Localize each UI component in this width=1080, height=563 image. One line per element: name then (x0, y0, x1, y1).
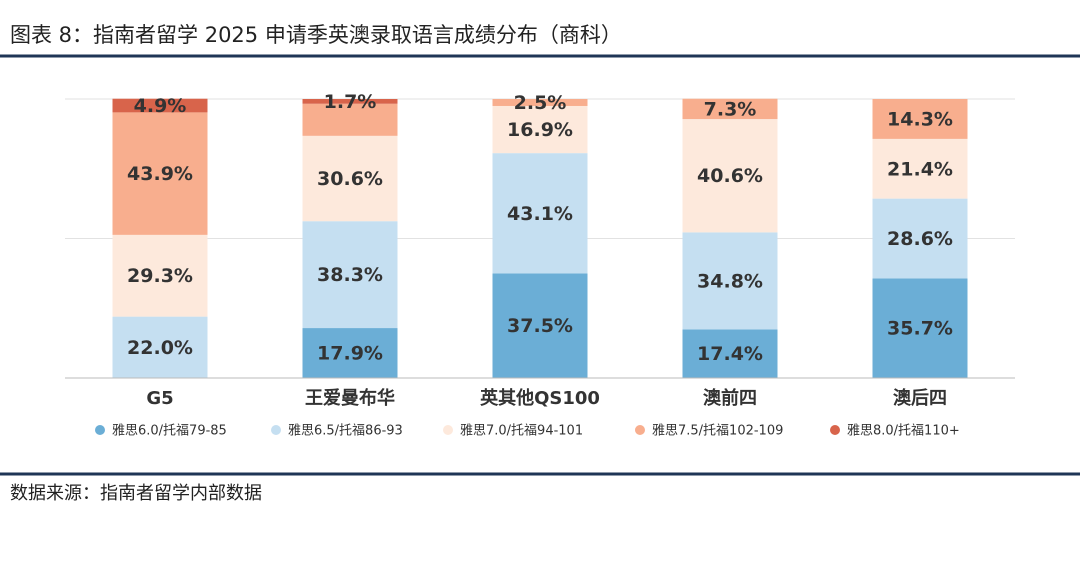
legend-label: 雅思8.0/托福110+ (847, 424, 960, 439)
value-label: 21.4% (887, 158, 953, 180)
legend-marker (635, 425, 645, 435)
bar-segment (872, 278, 968, 378)
value-label: 30.6% (317, 168, 383, 190)
bar-segment (492, 99, 588, 106)
value-label: 38.3% (317, 264, 383, 286)
bar-segment (682, 232, 778, 330)
legend-label: 雅思7.5/托福102-109 (652, 424, 783, 439)
bar-segment (112, 112, 208, 235)
value-label: 1.7% (324, 91, 377, 113)
legend-label: 雅思6.0/托福79-85 (112, 424, 227, 439)
x-tick-label: 澳后四 (893, 387, 947, 409)
bar-segment (112, 316, 208, 378)
x-tick-label: 澳前四 (703, 387, 757, 409)
value-label: 37.5% (507, 315, 573, 337)
legend-marker (830, 425, 840, 435)
x-tick-label: 英其他QS100 (479, 387, 600, 409)
value-label: 16.9% (507, 119, 573, 141)
bar-segment (682, 98, 778, 120)
bar-segment (302, 328, 398, 378)
bar-segment (492, 105, 588, 154)
bar-segment (682, 119, 778, 233)
value-label: 7.3% (704, 98, 757, 120)
legend-marker (271, 425, 281, 435)
value-label: 2.5% (514, 92, 567, 114)
chart-title: 图表 8：指南者留学 2025 申请季英澳录取语言成绩分布（商科） (10, 23, 622, 47)
bar-segment (302, 221, 398, 329)
legend-label: 雅思7.0/托福94-101 (460, 424, 583, 439)
value-label: 17.9% (317, 343, 383, 365)
bar-segment (492, 153, 588, 274)
bar-segment (112, 234, 208, 317)
bar-segment (872, 198, 968, 279)
value-label: 43.9% (127, 163, 193, 185)
source-note: 数据来源：指南者留学内部数据 (10, 483, 262, 504)
value-label: 40.6% (697, 165, 763, 187)
bar-segment (302, 135, 398, 222)
value-label: 35.7% (887, 318, 953, 340)
bar-segment (492, 273, 588, 378)
value-label: 43.1% (507, 203, 573, 225)
value-label: 14.3% (887, 108, 953, 130)
value-label: 29.3% (127, 265, 193, 287)
bar-segment (872, 138, 968, 199)
legend-marker (443, 425, 453, 435)
legend-label: 雅思6.5/托福86-93 (288, 424, 403, 439)
value-label: 22.0% (127, 337, 193, 359)
value-label: 34.8% (697, 270, 763, 292)
value-label: 17.4% (697, 343, 763, 365)
legend-marker (95, 425, 105, 435)
x-tick-label: 王爱曼布华 (305, 387, 395, 409)
x-tick-label: G5 (146, 388, 173, 409)
bar-segment (682, 329, 778, 378)
value-label: 28.6% (887, 228, 953, 250)
bar-segment (302, 99, 398, 104)
bar-segment (112, 98, 208, 113)
bar-segment (872, 99, 968, 139)
value-label: 4.9% (134, 95, 187, 117)
bar-segment (302, 103, 398, 136)
